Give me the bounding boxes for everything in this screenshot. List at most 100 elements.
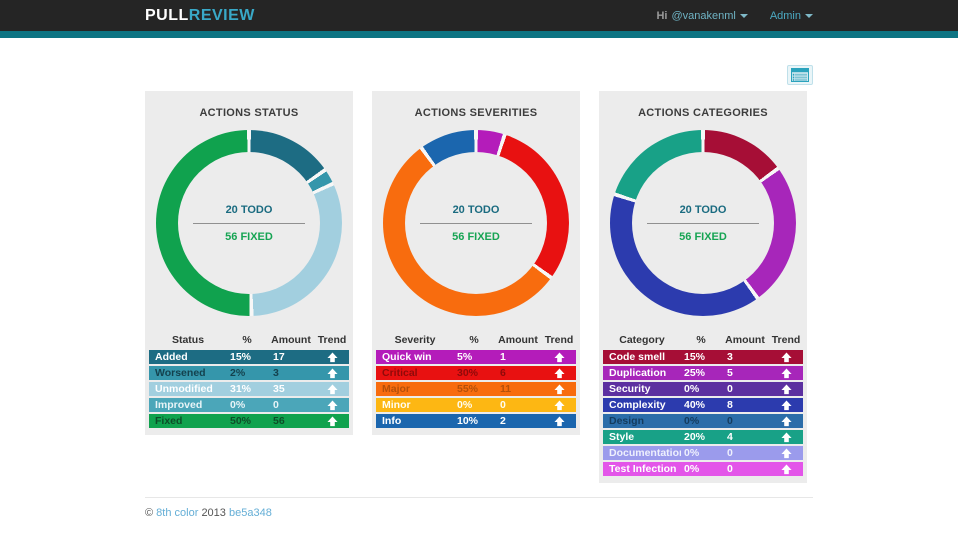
panel-actions-status: ACTIONS STATUS 20 TODO 56 FIXED Status %…: [145, 91, 353, 435]
todo-count: 20 TODO: [452, 203, 500, 216]
row-percent: 0%: [684, 415, 700, 427]
stats-table: Severity % Amount Trend Quick win 5% 1 C…: [376, 332, 576, 428]
row-amount: 4: [727, 431, 733, 443]
row-amount: 0: [727, 383, 733, 395]
row-label: Documentation: [609, 447, 681, 459]
table-row: Code smell 15% 3: [603, 350, 803, 364]
table-row: Documentation 0% 0: [603, 446, 803, 460]
row-percent: 0%: [684, 447, 700, 459]
row-amount: 3: [727, 351, 733, 363]
admin-link: Admin: [769, 9, 801, 22]
user-dropdown[interactable]: Hi @vanakenml: [656, 9, 748, 22]
col-header: Trend: [544, 334, 574, 346]
row-percent: 20%: [684, 431, 706, 443]
table-row: Design 0% 0: [603, 414, 803, 428]
row-percent: 15%: [230, 351, 252, 363]
trend-up-icon: [769, 351, 803, 363]
trend-up-icon: [769, 447, 803, 459]
navbar-right: Hi @vanakenml Admin: [656, 10, 813, 22]
col-header: %: [696, 334, 706, 346]
row-amount: 0: [500, 399, 506, 411]
list-view-button[interactable]: [787, 65, 813, 85]
row-label: Style: [609, 431, 635, 443]
row-amount: 2: [500, 415, 506, 427]
list-icon: [791, 68, 809, 82]
trend-up-icon: [542, 383, 576, 395]
table-row: Quick win 5% 1: [376, 350, 576, 364]
trend-up-icon: [769, 431, 803, 443]
col-header: %: [242, 334, 252, 346]
brand-part-1: PULL: [145, 6, 189, 24]
stats-table-body: Quick win 5% 1 Critical 30% 6 Major 55% …: [376, 350, 576, 428]
stats-table-body: Code smell 15% 3 Duplication 25% 5 Secur…: [603, 350, 803, 476]
col-header: Trend: [771, 334, 801, 346]
panel-title: ACTIONS CATEGORIES: [638, 107, 768, 119]
stats-table: Status % Amount Trend Added 15% 17 Worse…: [149, 332, 349, 428]
row-percent: 50%: [230, 415, 252, 427]
commit-link[interactable]: be5a348: [228, 507, 272, 519]
table-row: Info 10% 2: [376, 414, 576, 428]
table-row: Added 15% 17: [149, 350, 349, 364]
row-label: Worsened: [155, 367, 206, 379]
stats-table-header: Category % Amount Trend: [603, 332, 803, 348]
brand-footer-link[interactable]: 8th color: [156, 507, 199, 519]
row-percent: 0%: [457, 399, 473, 411]
fixed-count: 56 FIXED: [679, 230, 727, 243]
panel-title: ACTIONS STATUS: [199, 107, 299, 119]
donut-center: 20 TODO 56 FIXED: [610, 130, 796, 316]
table-row: Minor 0% 0: [376, 398, 576, 412]
trend-up-icon: [315, 399, 349, 411]
table-row: Security 0% 0: [603, 382, 803, 396]
caret-down-icon: [739, 13, 748, 18]
row-percent: 10%: [457, 415, 479, 427]
row-label: Critical: [382, 367, 418, 379]
footer: © 8th color 2013 be5a348: [145, 507, 813, 519]
row-amount: 3: [273, 367, 279, 379]
table-row: Worsened 2% 3: [149, 366, 349, 380]
trend-up-icon: [542, 367, 576, 379]
todo-count: 20 TODO: [225, 203, 273, 216]
fixed-count: 56 FIXED: [225, 230, 273, 243]
row-amount: 0: [727, 463, 733, 475]
row-label: Minor: [382, 399, 411, 411]
row-label: Info: [382, 415, 402, 427]
trend-up-icon: [542, 351, 576, 363]
row-label: Improved: [155, 399, 203, 411]
todo-count: 20 TODO: [679, 203, 727, 216]
row-percent: 5%: [457, 351, 473, 363]
row-percent: 0%: [684, 383, 700, 395]
row-amount: 0: [727, 415, 733, 427]
panel-title: ACTIONS SEVERITIES: [414, 107, 538, 119]
footer-year: 2013: [201, 507, 226, 519]
trend-up-icon: [542, 399, 576, 411]
admin-dropdown[interactable]: Admin: [770, 10, 813, 22]
stats-table: Category % Amount Trend Code smell 15% 3…: [603, 332, 803, 476]
col-header: Trend: [317, 334, 347, 346]
row-percent: 31%: [230, 383, 252, 395]
fixed-count: 56 FIXED: [452, 230, 500, 243]
row-label: Major: [382, 383, 411, 395]
row-label: Code smell: [609, 351, 666, 363]
col-header: Status: [171, 334, 205, 346]
greeting-prefix: Hi: [656, 9, 668, 22]
row-label: Quick win: [382, 351, 432, 363]
row-percent: 30%: [457, 367, 479, 379]
donut-center: 20 TODO 56 FIXED: [156, 130, 342, 316]
table-row: Test Infection 0% 0: [603, 462, 803, 476]
brand-logo[interactable]: PULLREVIEW: [145, 7, 255, 25]
row-label: Test Infection: [609, 463, 677, 475]
row-percent: 0%: [230, 399, 246, 411]
center-divider: [193, 222, 305, 224]
panel-actions-categories: ACTIONS CATEGORIES 20 TODO 56 FIXED Cate…: [599, 91, 807, 483]
trend-up-icon: [769, 415, 803, 427]
stats-table-header: Status % Amount Trend: [149, 332, 349, 348]
donut-chart-wrap: 20 TODO 56 FIXED: [156, 130, 342, 316]
table-row: Critical 30% 6: [376, 366, 576, 380]
navbar: PULLREVIEW Hi @vanakenml Admin: [0, 0, 958, 31]
trend-up-icon: [769, 399, 803, 411]
donut-chart-wrap: 20 TODO 56 FIXED: [610, 130, 796, 316]
col-header: Amount: [725, 334, 765, 346]
row-percent: 55%: [457, 383, 479, 395]
trend-up-icon: [542, 415, 576, 427]
col-header: Severity: [394, 334, 436, 346]
